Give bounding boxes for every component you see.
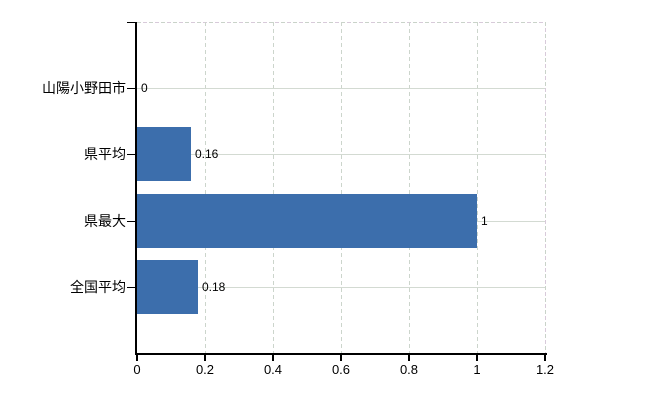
x-tick-label: 0 xyxy=(133,362,141,377)
row-gridline xyxy=(137,287,545,288)
x-gridline xyxy=(409,22,410,353)
x-axis-tick xyxy=(204,355,206,361)
x-tick-label: 0.6 xyxy=(331,362,351,377)
category-label: 県平均 xyxy=(84,146,126,162)
y-axis-line xyxy=(135,22,137,355)
value-label: 0.16 xyxy=(195,147,219,161)
x-tick-label: 0.2 xyxy=(195,362,215,377)
x-axis-tick xyxy=(136,355,138,361)
x-gridline xyxy=(273,22,274,353)
category-label: 県最大 xyxy=(84,213,126,229)
x-axis-tick xyxy=(340,355,342,361)
bar xyxy=(137,127,191,181)
row-gridline xyxy=(137,88,545,89)
x-axis-line xyxy=(135,353,547,355)
value-label: 1 xyxy=(481,214,488,228)
row-gridline xyxy=(137,154,545,155)
x-tick-label: 1.2 xyxy=(535,362,555,377)
x-tick-label: 0.4 xyxy=(263,362,283,377)
y-axis-tick xyxy=(127,88,135,89)
x-axis-tick xyxy=(272,355,274,361)
y-axis-tick xyxy=(127,221,135,222)
y-axis-tick xyxy=(127,154,135,155)
x-gridline xyxy=(477,22,478,353)
bar xyxy=(137,260,198,314)
x-axis-tick xyxy=(544,355,546,361)
x-axis-tick xyxy=(408,355,410,361)
y-axis-tick xyxy=(127,287,135,288)
plot-right-border xyxy=(545,22,546,353)
bar xyxy=(137,194,477,248)
x-gridline xyxy=(205,22,206,353)
value-label: 0.18 xyxy=(202,280,226,294)
x-gridline xyxy=(341,22,342,353)
category-label: 山陽小野田市 xyxy=(42,80,126,96)
value-label: 0 xyxy=(141,81,148,95)
x-axis-tick xyxy=(476,355,478,361)
x-tick-label: 0.8 xyxy=(399,362,419,377)
category-label: 全国平均 xyxy=(70,279,126,295)
x-tick-label: 1 xyxy=(473,362,481,377)
y-axis-end-tick xyxy=(127,22,135,23)
